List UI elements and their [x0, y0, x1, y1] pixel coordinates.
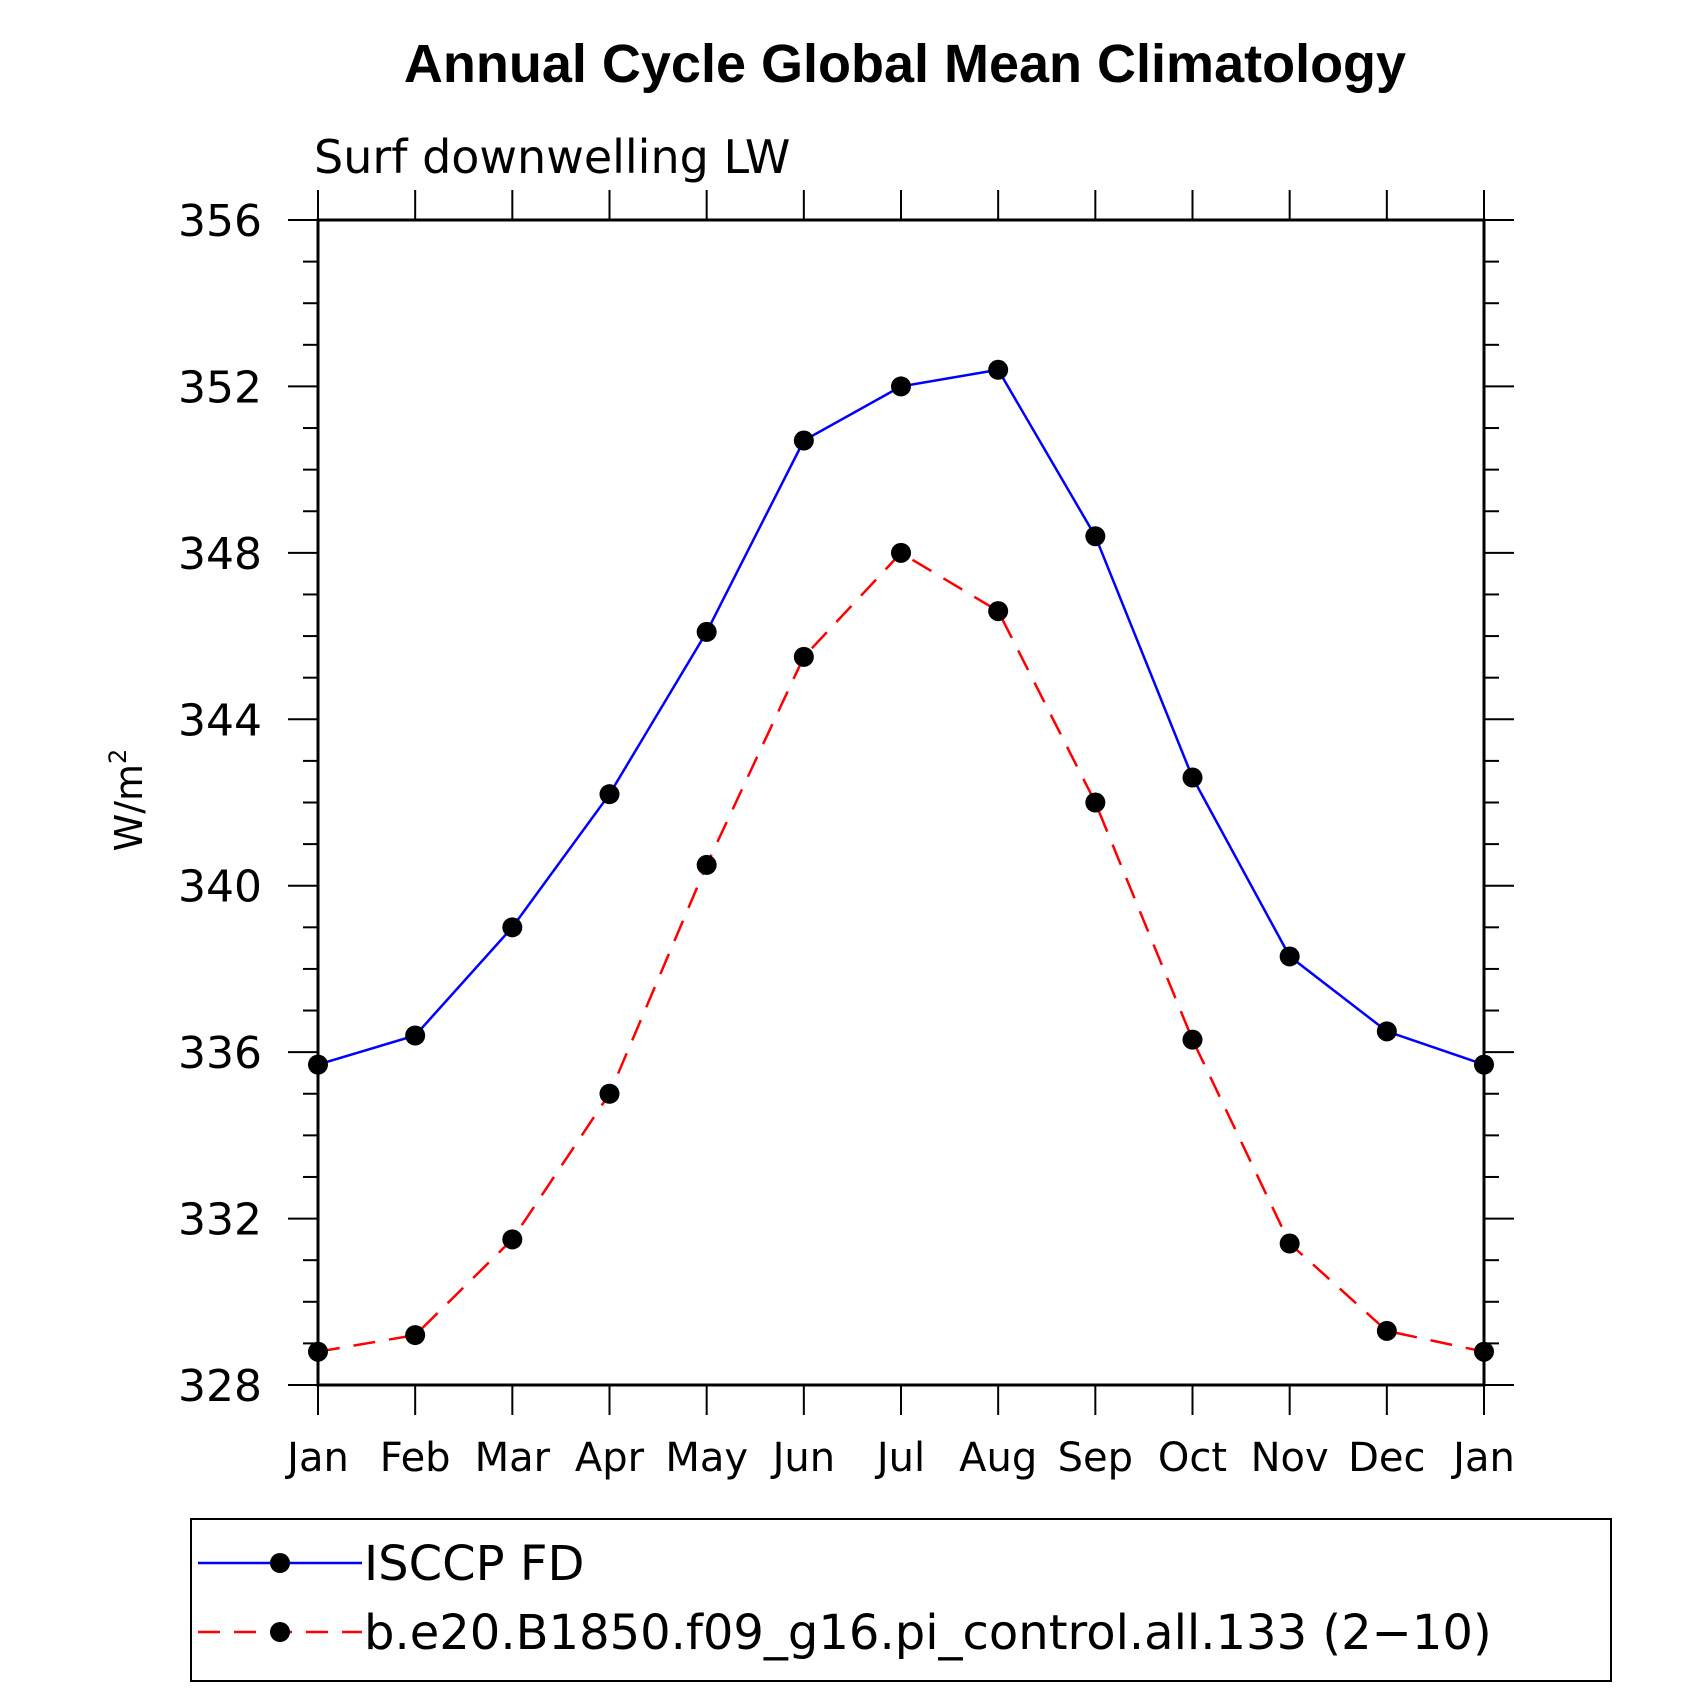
- x-tick-label-apr: Apr: [575, 1435, 645, 1481]
- data-point: [1085, 526, 1106, 547]
- x-tick-label-dec: Dec: [1348, 1435, 1425, 1481]
- x-tick-label-oct: Oct: [1158, 1435, 1227, 1481]
- legend-box: [190, 1518, 1612, 1682]
- x-tick-label-sep: Sep: [1058, 1435, 1133, 1481]
- data-point: [405, 1025, 426, 1046]
- data-point: [793, 646, 814, 667]
- series-0: [308, 359, 1494, 1075]
- data-point: [696, 854, 717, 875]
- data-point: [988, 601, 1009, 622]
- y-axis-label-text: W/m: [107, 764, 151, 851]
- data-point: [891, 542, 911, 563]
- x-tick-label-jan: Jan: [1450, 1435, 1515, 1481]
- x-tick-label-jun: Jun: [770, 1435, 836, 1481]
- data-point: [1279, 1233, 1300, 1254]
- legend-label: b.e20.B1850.f09_g16.pi_control.all.133 (…: [364, 1605, 1492, 1661]
- svg-text:W/m2: W/m2: [104, 749, 151, 852]
- chart-title: Annual Cycle Global Mean Climatology: [404, 34, 1406, 94]
- y-tick-label: 332: [178, 1195, 262, 1246]
- data-point: [1279, 946, 1300, 967]
- data-point: [1474, 1054, 1494, 1075]
- legend-marker: [270, 1622, 290, 1642]
- x-tick-label-jan: Jan: [284, 1435, 349, 1481]
- legend: ISCCP FD b.e20.B1850.f09_g16.pi_control.a…: [198, 1536, 1492, 1661]
- data-point: [793, 430, 814, 451]
- x-tick-label-aug: Aug: [959, 1435, 1037, 1481]
- y-tick-label: 340: [178, 862, 262, 913]
- chart-subtitle: Surf downwelling LW: [314, 130, 790, 184]
- legend-label: ISCCP FD: [364, 1536, 584, 1592]
- data-point: [1182, 1029, 1203, 1050]
- x-tick-label-may: May: [665, 1435, 748, 1481]
- x-tick-label-feb: Feb: [380, 1435, 451, 1481]
- data-point: [696, 621, 717, 642]
- data-point: [1085, 792, 1106, 813]
- legend-item-1: b.e20.B1850.f09_g16.pi_control.all.133 (…: [198, 1605, 1492, 1661]
- y-tick-label: 336: [178, 1028, 262, 1079]
- data-point: [1376, 1021, 1397, 1042]
- data-point: [308, 1054, 328, 1075]
- data-point: [891, 376, 911, 397]
- legend-item-0: ISCCP FD: [198, 1536, 584, 1592]
- x-tick-label-jul: Jul: [874, 1435, 925, 1481]
- legend-marker: [270, 1553, 290, 1573]
- series-line: [317, 551, 1485, 1353]
- data-point: [308, 1341, 328, 1362]
- data-point: [502, 917, 523, 938]
- data-point: [502, 1229, 523, 1250]
- y-tick-label: 328: [178, 1361, 262, 1412]
- y-tick-label: 352: [178, 362, 262, 413]
- y-axis-label-superscript: 2: [104, 749, 132, 764]
- axes: 328 332 336 340 344 348 352 356 Jan Feb Mar Apr May J…: [178, 190, 1515, 1481]
- y-tick-label: 348: [178, 529, 262, 580]
- series-1: [308, 542, 1494, 1362]
- series-line: [317, 368, 1485, 1066]
- series-layer: [308, 359, 1494, 1362]
- data-point: [405, 1325, 426, 1346]
- x-tick-label-mar: Mar: [475, 1435, 551, 1481]
- y-axis-label: W/m2: [104, 749, 151, 852]
- x-tick-label-nov: Nov: [1251, 1435, 1329, 1481]
- data-point: [599, 784, 620, 805]
- data-point: [1376, 1320, 1397, 1341]
- y-tick-label: 356: [178, 196, 262, 247]
- data-point: [988, 359, 1009, 380]
- data-point: [1474, 1341, 1494, 1362]
- data-point: [1182, 767, 1203, 788]
- data-point: [599, 1083, 620, 1104]
- y-tick-label: 344: [178, 695, 262, 746]
